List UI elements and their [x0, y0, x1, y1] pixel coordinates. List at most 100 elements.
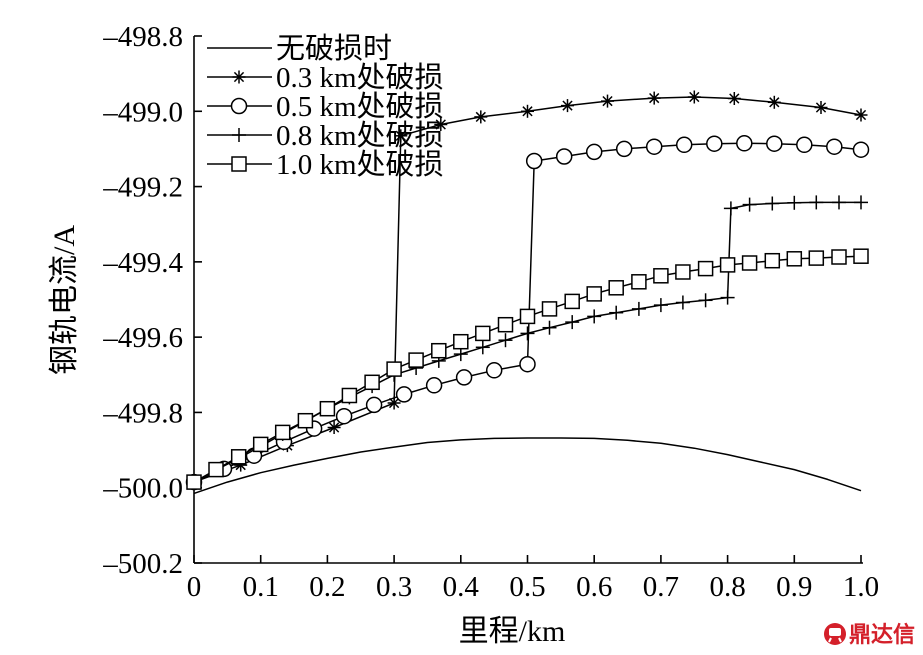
data-series	[185, 90, 870, 495]
square-marker-shape	[252, 436, 269, 453]
circle-marker	[455, 369, 473, 386]
asterisk-marker	[521, 104, 534, 118]
square-marker-shape	[319, 400, 336, 417]
square-marker	[586, 286, 602, 302]
asterisk-marker	[474, 110, 488, 124]
plus-marker-legend	[232, 128, 246, 142]
circle-marker-shape	[395, 386, 413, 403]
plus-marker	[787, 195, 802, 210]
plus-marker	[832, 195, 846, 210]
square-marker	[697, 260, 714, 277]
legend-entry: 无破损时	[207, 32, 392, 65]
circle-marker-shape	[335, 407, 353, 425]
series-0	[193, 437, 862, 495]
circle-marker-shape	[826, 138, 843, 155]
square-marker-shape	[653, 268, 669, 284]
square-marker-shape	[231, 156, 247, 172]
plus-marker	[742, 197, 757, 212]
asterisk-marker-stroke	[475, 111, 486, 123]
y-tick-label: –499.0	[102, 96, 183, 128]
plus-marker	[765, 196, 780, 211]
circle-marker-shape	[615, 140, 633, 158]
square-marker	[274, 424, 291, 441]
circle-marker-shape	[485, 362, 503, 379]
asterisk-marker	[647, 91, 661, 105]
x-tick-label: 0	[187, 571, 202, 603]
plus-marker	[631, 301, 646, 316]
square-marker	[808, 250, 825, 266]
circle-marker-shape	[525, 152, 543, 170]
plus-marker	[854, 195, 868, 210]
square-marker-shape	[408, 352, 424, 368]
legend-label: 1.0 km处破损	[276, 148, 444, 181]
asterisk-marker-stroke	[729, 93, 740, 104]
circle-marker	[485, 362, 503, 379]
asterisk-marker-stroke	[328, 422, 340, 433]
asterisk-marker-stroke	[602, 95, 613, 107]
square-marker-shape	[364, 374, 380, 391]
legend-label: 无破损时	[276, 32, 392, 65]
circle-marker	[645, 138, 663, 155]
circle-marker	[796, 136, 813, 154]
square-marker-shape	[453, 333, 469, 350]
circle-marker	[365, 396, 383, 414]
y-tick-label: –500.2	[102, 548, 183, 580]
square-marker-shape	[853, 248, 869, 264]
circle-marker-shape	[852, 141, 870, 158]
circle-marker	[766, 135, 783, 152]
circle-marker-shape	[230, 97, 248, 115]
square-marker-shape	[386, 361, 402, 377]
y-tick-label: –499.2	[102, 172, 183, 204]
series-line	[193, 437, 862, 495]
circle-marker	[585, 143, 603, 161]
square-marker-shape	[341, 387, 358, 404]
square-marker	[564, 293, 580, 310]
circle-marker-shape	[645, 138, 663, 155]
square-marker	[608, 280, 624, 296]
square-marker	[719, 257, 736, 273]
y-axis-title: 钢轨电流/A	[48, 225, 81, 375]
circle-marker-shape	[555, 148, 573, 165]
square-marker-shape	[431, 342, 447, 359]
square-marker-shape	[208, 461, 224, 478]
circle-marker	[555, 148, 573, 165]
asterisk-marker	[687, 90, 701, 104]
square-marker-shape	[741, 255, 758, 271]
asterisk-marker	[727, 92, 741, 105]
circle-marker	[525, 152, 543, 170]
square-marker	[364, 374, 380, 391]
plus-marker	[498, 333, 513, 348]
square-marker	[475, 325, 491, 342]
asterisk-marker	[327, 421, 341, 434]
logo-inner-stroke	[838, 637, 842, 643]
circle-marker	[519, 355, 536, 373]
square-marker-shape	[786, 251, 803, 267]
asterisk-marker	[854, 108, 868, 122]
plus-marker	[720, 290, 735, 305]
x-tick-label: 0.3	[376, 571, 412, 603]
watermark: 鼎达信	[824, 622, 915, 648]
circle-marker-shape	[706, 135, 723, 152]
square-marker-shape	[697, 260, 714, 277]
square-marker	[741, 255, 758, 271]
square-marker	[230, 449, 247, 465]
x-tick-label: 0.7	[643, 571, 679, 603]
square-marker-shape	[297, 412, 314, 429]
y-tick-label: –499.6	[102, 322, 183, 354]
square-marker-shape	[631, 274, 647, 290]
legend-label: 0.5 km处破损	[276, 90, 444, 123]
asterisk-marker-legend	[232, 70, 246, 84]
asterisk-marker	[561, 99, 574, 113]
y-tick-label: –499.4	[102, 247, 183, 279]
square-marker-shape	[564, 293, 580, 310]
x-tick-label: 0.8	[709, 571, 745, 603]
square-marker	[519, 308, 536, 325]
circle-marker-shape	[736, 135, 753, 152]
square-marker-shape	[186, 474, 202, 490]
square-marker-shape	[475, 325, 491, 342]
asterisk-marker-stroke	[815, 102, 827, 113]
square-marker	[431, 342, 447, 359]
square-marker	[853, 248, 869, 264]
square-marker-shape	[719, 257, 736, 273]
asterisk-marker-stroke	[435, 119, 446, 130]
